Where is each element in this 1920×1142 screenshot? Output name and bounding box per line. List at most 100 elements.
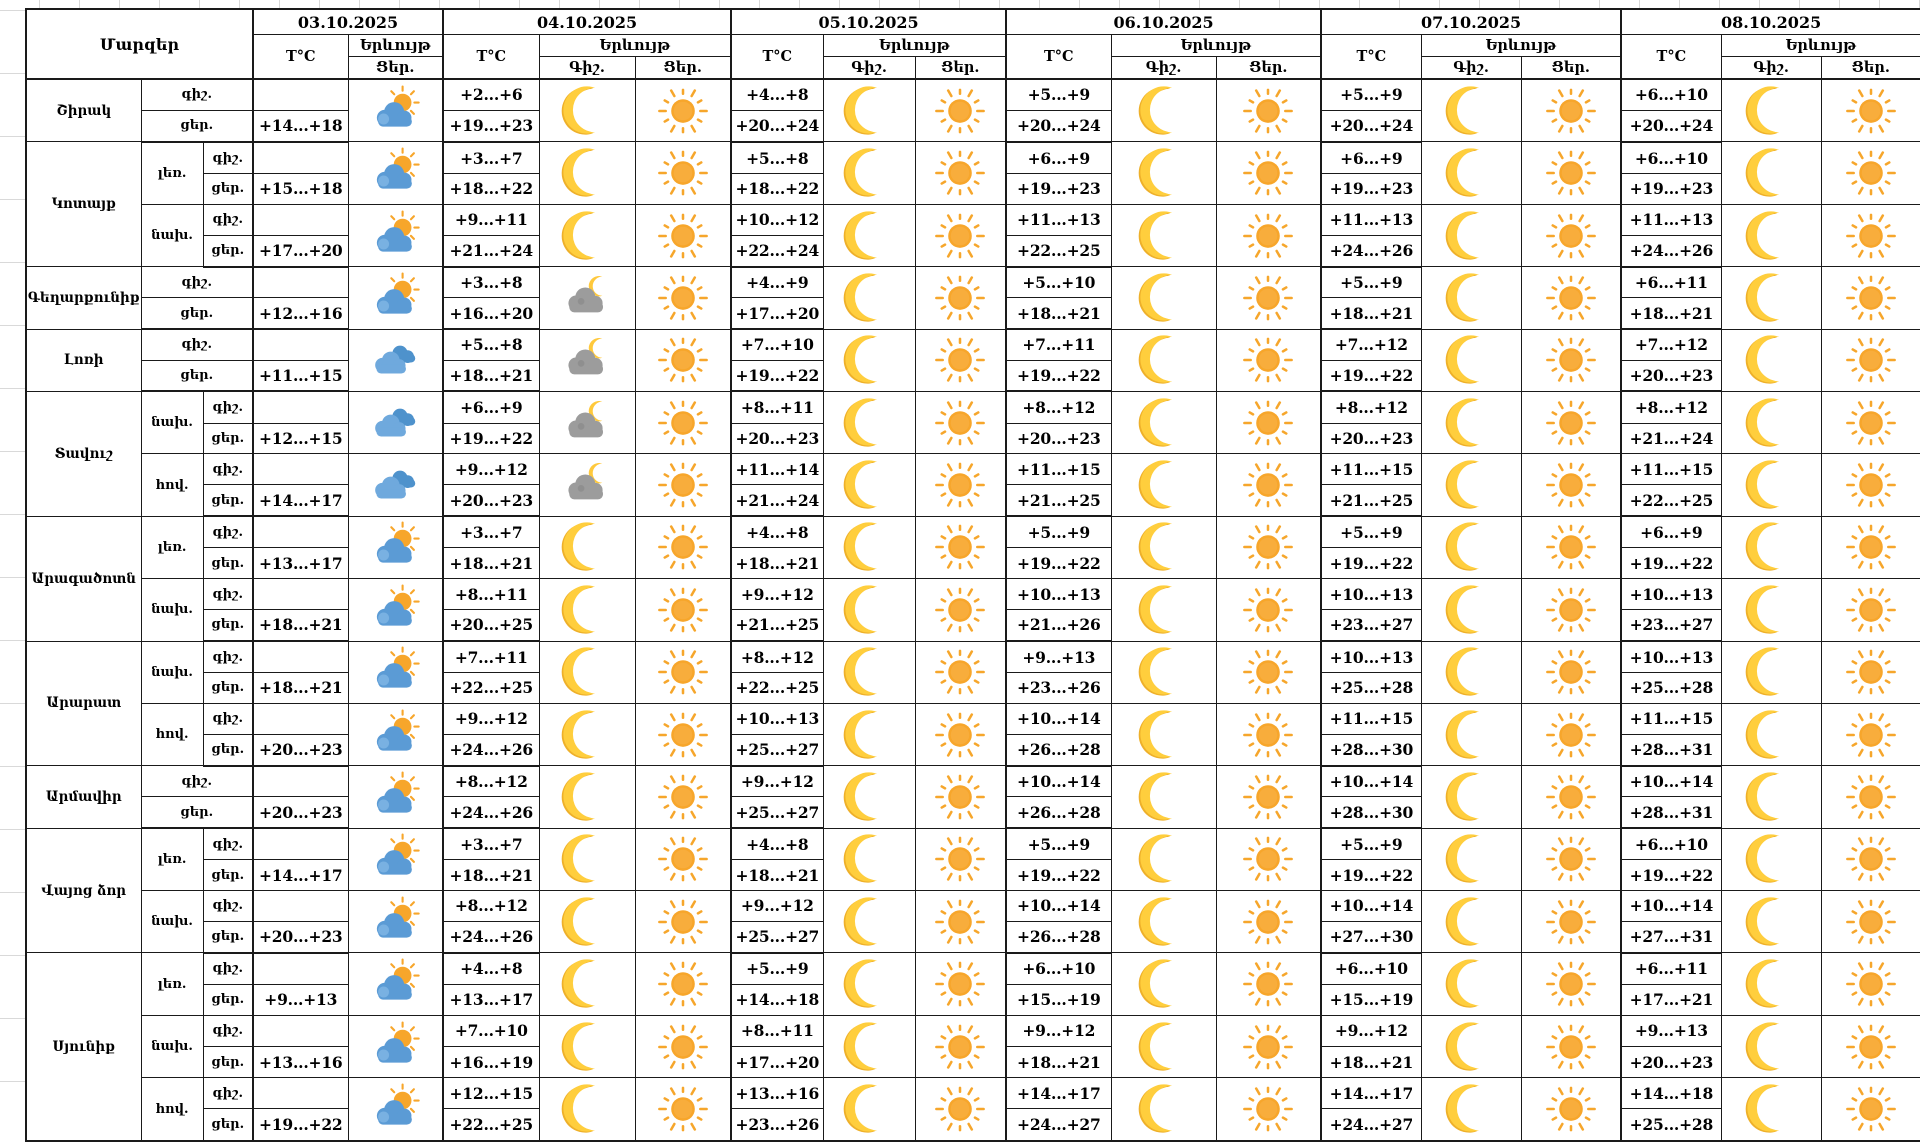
moon-icon xyxy=(1444,84,1498,138)
night-weather-icon-cell xyxy=(1720,1014,1822,1079)
night-temp-cell: +10...+13 xyxy=(730,702,824,735)
day-temp-cell: +24...+26 xyxy=(442,796,540,830)
day-weather-icon-cell xyxy=(1820,765,1920,829)
day-weather-icon-cell xyxy=(1215,78,1322,143)
sun-icon xyxy=(1844,458,1898,512)
moon-icon xyxy=(560,895,614,949)
day-weather-icon-cell xyxy=(1820,453,1920,517)
night-weather-icon-cell xyxy=(1110,266,1217,330)
night-temp-cell: +9...+12 xyxy=(442,702,540,735)
night-subheader: Գիշ. xyxy=(538,56,636,80)
weather-icon-cell xyxy=(347,702,444,767)
moon-icon xyxy=(560,645,614,699)
night-weather-icon-cell xyxy=(1110,952,1217,1016)
night-weather-icon-cell xyxy=(1720,266,1822,330)
day-row-label: ցեր. xyxy=(202,859,254,892)
sun-icon xyxy=(656,209,710,263)
night-temp-cell: +10...+14 xyxy=(1005,765,1112,798)
night-weather-icon-cell xyxy=(1110,765,1217,829)
night-weather-icon-cell xyxy=(1720,203,1822,268)
region-label: Սյունիք xyxy=(25,952,142,1142)
sun-icon xyxy=(656,645,710,699)
sun-icon xyxy=(1241,271,1295,325)
day-temp-cell: +20...+23 xyxy=(730,422,824,455)
night-weather-icon-cell xyxy=(1720,702,1822,767)
partly-cloudy-icon xyxy=(368,209,422,263)
day-weather-icon-cell xyxy=(1215,266,1322,330)
table-body: Շիրակ գիշ. +2...+6 +4...+8 +5...+9 +5...+9 +6.… xyxy=(25,78,1920,1142)
day-row-label: ցեր. xyxy=(140,796,254,830)
phenomenon-column-header: Երևույթ xyxy=(1720,34,1920,57)
temp-column-header: T°C xyxy=(1005,34,1112,80)
day-weather-icon-cell xyxy=(1215,453,1322,517)
day-row-label: ցեր. xyxy=(202,608,254,643)
day-temp-cell: +24...+26 xyxy=(1620,234,1722,268)
moon-icon xyxy=(1137,583,1191,637)
night-weather-icon-cell xyxy=(822,78,916,143)
moon-icon xyxy=(842,895,896,949)
region-label: Տավուշ xyxy=(25,390,142,517)
night-temp-cell: +10...+14 xyxy=(1620,890,1722,922)
day-temp-cell: +27...+30 xyxy=(1320,920,1422,954)
day-weather-icon-cell xyxy=(1520,1077,1622,1142)
sun-icon xyxy=(933,645,987,699)
day-row-label: ցեր. xyxy=(202,484,254,518)
day-weather-icon-cell xyxy=(1520,890,1622,954)
day-weather-icon-cell xyxy=(634,952,732,1016)
day-temp-cell: +21...+25 xyxy=(1005,484,1112,518)
day-temp-cell: +19...+22 xyxy=(1320,859,1422,892)
weather-icon-cell xyxy=(347,203,444,268)
night-temp-cell: +11...+15 xyxy=(1005,453,1112,486)
day-weather-icon-cell xyxy=(634,702,732,767)
cloudy-icon xyxy=(368,396,422,450)
night-weather-icon-cell xyxy=(538,203,636,268)
moon-icon xyxy=(1744,271,1798,325)
day-subheader: Ցեր. xyxy=(914,56,1007,80)
day-temp-cell: +19...+22 xyxy=(1320,547,1422,580)
night-temp-cell: +2...+6 xyxy=(442,78,540,111)
night-weather-icon-cell xyxy=(1420,515,1522,580)
weather-icon-cell xyxy=(347,578,444,642)
night-temp-cell: +10...+13 xyxy=(1005,578,1112,610)
day-temp-cell: +19...+22 xyxy=(730,359,824,393)
spreadsheet-gridlines-top xyxy=(0,0,1920,8)
night-weather-icon-cell xyxy=(822,515,916,580)
day-temp-cell: +18...+21 xyxy=(730,547,824,580)
day-temp-cell: +15...+19 xyxy=(1005,983,1112,1016)
day-weather-icon-cell xyxy=(1820,515,1920,580)
sun-icon xyxy=(933,895,987,949)
night-weather-icon-cell xyxy=(538,1077,636,1142)
zone-night-row: Սյունիք լեռ. գիշ. +4...+8 +5...+9 +6...+10 +6.… xyxy=(25,952,1920,1142)
moon-icon xyxy=(1444,832,1498,886)
moon-icon xyxy=(560,770,614,824)
weather-icon-cell xyxy=(347,765,444,829)
zone-day-row: ցեր. +12...+16 +16...+20 +17...+20 +18...+21… xyxy=(26,297,1920,331)
night-row-label: գիշ. xyxy=(202,141,254,175)
night-weather-icon-cell xyxy=(1110,702,1217,767)
partly-cloudy-icon xyxy=(368,84,422,138)
moon-icon xyxy=(1137,895,1191,949)
day-temp-cell: +28...+31 xyxy=(1620,796,1722,830)
night-temp-cell: +12...+15 xyxy=(442,1077,540,1110)
night-temp-cell: +14...+17 xyxy=(1320,1077,1422,1110)
region-label: Շիրակ xyxy=(25,78,142,143)
night-weather-icon-cell xyxy=(538,1014,636,1079)
moon-icon xyxy=(1744,583,1798,637)
sun-icon xyxy=(1844,770,1898,824)
night-temp-cell: +8...+12 xyxy=(442,765,540,798)
moon-icon xyxy=(1744,645,1798,699)
moon-icon xyxy=(1137,520,1191,574)
cloud-moon-icon xyxy=(560,271,614,325)
night-temp-cell: +3...+7 xyxy=(442,515,540,549)
zone-night-row: Արագածոտն լեռ. գիշ. +3...+7 +4...+8 +5...+9 +5… xyxy=(25,515,1920,642)
night-temp-cell: +4...+8 xyxy=(442,952,540,985)
day-temp-cell: +13...+17 xyxy=(442,983,540,1016)
night-row-label: գիշ. xyxy=(140,78,254,111)
day-weather-icon-cell xyxy=(1520,640,1622,704)
day-temp-cell: +18...+21 xyxy=(1005,297,1112,331)
sun-icon xyxy=(1544,708,1598,762)
day-temp-cell: +20...+23 xyxy=(1620,359,1722,393)
sun-icon xyxy=(1241,1020,1295,1074)
zone-label: հով. xyxy=(140,1077,204,1142)
night-weather-icon-cell xyxy=(822,203,916,268)
